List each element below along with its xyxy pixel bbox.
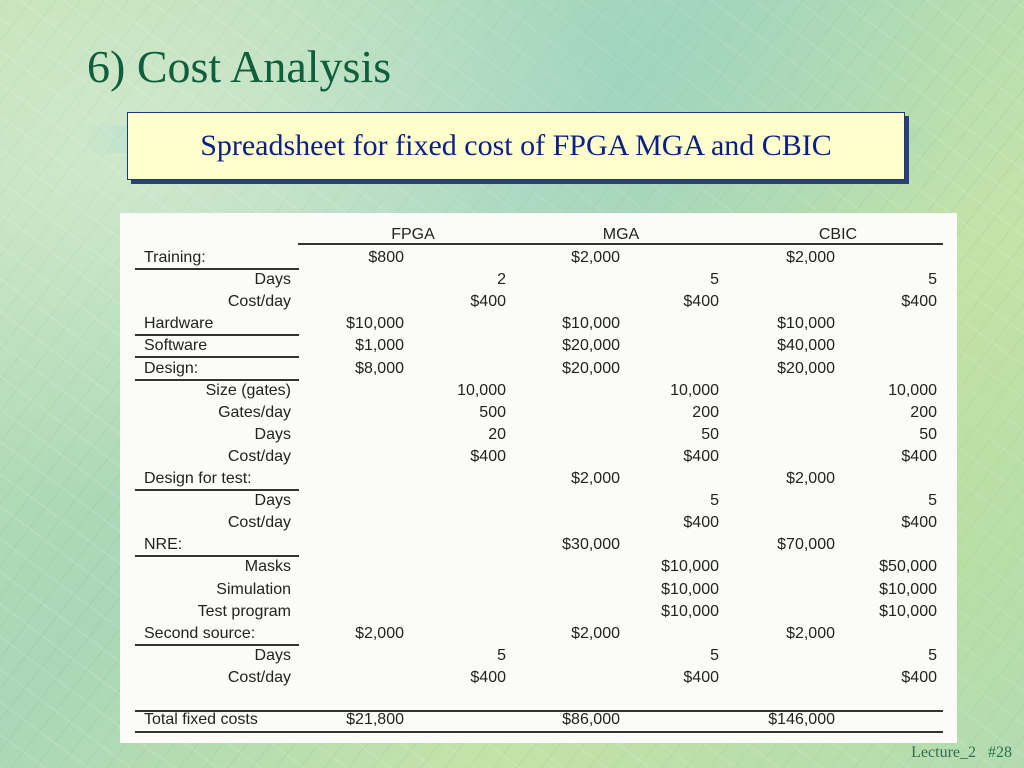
row-value-fpga-detail: $400 [470,447,506,465]
row-value-mga-detail: $400 [683,668,719,686]
row-value-cbic-detail: $400 [901,514,937,532]
row-value-fpga-subtotal: $800 [368,249,404,266]
subtitle-text: Spreadsheet for fixed cost of FPGA MGA a… [200,129,832,162]
row-value-cbic-detail: $400 [901,447,937,465]
row-label: NRE: [144,536,183,554]
row-label-underline [135,378,299,381]
row-label: Software [144,337,208,355]
row-value-cbic-subtotal: $2,000 [786,470,835,487]
row-value-mga-subtotal: $30,000 [562,536,620,554]
cost-spreadsheet: FPGA MGA CBIC Training: $800 $2,000 $2,000 D… [120,213,957,743]
row-value-cbic-detail: 5 [928,271,937,289]
row-value-fpga-detail: $400 [470,668,506,686]
footer-page-number: #28 [988,744,1012,761]
row-label-underline [135,356,299,359]
row-label: Second source: [144,624,256,642]
row-label: Cost/day [227,668,291,686]
row-value-cbic-detail: $10,000 [879,602,937,620]
row-value-cbic-detail: $400 [901,293,937,311]
row-label: Test program [197,602,291,620]
row-value-fpga-subtotal: $10,000 [346,315,404,333]
row-value-fpga-detail: 500 [479,403,506,421]
row-value-mga-detail: $400 [683,514,719,532]
row-value-mga-detail: $10,000 [661,558,719,576]
row-value-mga-detail: $10,000 [661,580,719,598]
row-value-fpga-subtotal: $8,000 [355,359,404,377]
row-value-cbic-detail: 5 [928,646,937,664]
total-fpga: $21,800 [346,711,404,728]
row-value-mga-detail: $400 [683,293,719,311]
row-label-underline [135,489,299,491]
row-value-cbic-detail: 10,000 [888,381,937,399]
row-label: Gates/day [218,403,291,421]
row-value-cbic-subtotal: $20,000 [777,359,835,377]
row-value-mga-detail: 5 [710,646,719,664]
row-value-cbic-subtotal: $70,000 [777,536,835,554]
slide-footer: Lecture_2 #28 [911,744,1012,762]
row-value-cbic-subtotal: $2,000 [786,249,835,266]
row-value-cbic-detail: $400 [901,668,937,686]
total-top-rule [135,710,943,712]
row-label-underline [135,334,299,337]
row-label: Days [254,271,291,289]
row-label: Days [254,492,291,510]
row-label-underline [135,555,299,558]
row-label: Cost/day [227,514,291,532]
row-value-mga-detail: 10,000 [670,381,719,399]
header-fpga: FPGA [391,226,435,243]
row-value-fpga-subtotal: $1,000 [355,337,404,355]
row-value-mga-subtotal: $2,000 [571,470,620,487]
row-value-mga-subtotal: $20,000 [562,337,620,355]
footer-lecture: Lecture_2 [911,744,976,761]
subtitle-box: Spreadsheet for fixed cost of FPGA MGA a… [127,112,905,180]
row-value-cbic-detail: 50 [919,425,937,443]
row-value-mga-detail: 5 [710,271,719,289]
row-label: Days [254,646,291,664]
row-label: Days [254,425,291,443]
header-rule [298,243,943,245]
row-label: Cost/day [227,293,291,311]
row-value-cbic-subtotal: $10,000 [777,315,835,333]
row-value-fpga-detail: 5 [497,646,506,664]
row-label: Design for test: [144,470,252,487]
row-value-mga-subtotal: $2,000 [571,624,620,642]
total-mga: $86,000 [562,711,620,728]
row-value-mga-detail: 50 [701,425,719,443]
row-value-fpga-detail: 20 [488,425,506,443]
row-label-underline [135,268,299,270]
row-value-cbic-detail: 200 [910,403,937,421]
row-value-fpga-detail: 2 [497,271,506,289]
row-label: Cost/day [227,447,291,465]
row-value-mga-detail: 5 [710,492,719,510]
row-label: Design: [144,359,199,377]
row-value-fpga-detail: 10,000 [457,381,506,399]
total-bottom-rule [135,731,943,733]
slide-title: 6) Cost Analysis [87,41,392,92]
row-value-cbic-detail: $10,000 [879,580,937,598]
row-label: Masks [244,558,291,576]
row-value-cbic-subtotal: $2,000 [786,624,835,642]
row-value-mga-detail: 200 [692,403,719,421]
row-value-mga-subtotal: $10,000 [562,315,620,333]
row-value-mga-subtotal: $2,000 [571,249,620,266]
header-mga: MGA [602,226,640,243]
row-value-mga-detail: $400 [683,447,719,465]
row-value-fpga-detail: $400 [470,293,506,311]
row-label: Simulation [216,580,291,598]
row-value-cbic-detail: $50,000 [879,558,937,576]
row-label-underline [135,643,299,646]
row-value-mga-detail: $10,000 [661,602,719,620]
row-label: Hardware [144,315,214,333]
row-label: Size (gates) [205,381,291,399]
header-cbic: CBIC [818,226,858,243]
total-cbic: $146,000 [768,711,835,728]
row-value-fpga-subtotal: $2,000 [355,624,404,642]
total-label: Total fixed costs [144,711,258,728]
row-value-cbic-detail: 5 [928,492,937,510]
row-value-mga-subtotal: $20,000 [562,359,620,377]
row-label: Training: [144,249,206,266]
row-value-cbic-subtotal: $40,000 [777,337,835,355]
